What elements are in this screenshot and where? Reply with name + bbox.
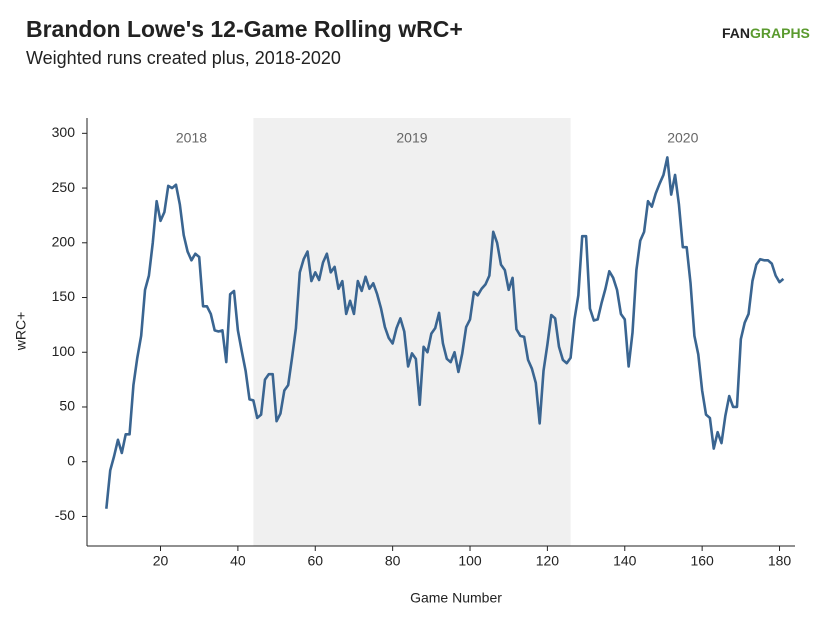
x-axis-label: Game Number xyxy=(410,590,502,606)
logo-part: FAN xyxy=(722,25,750,41)
x-tick-label: 60 xyxy=(307,553,323,569)
season-label: 2018 xyxy=(176,130,207,146)
x-tick-label: 20 xyxy=(153,553,169,569)
y-tick-label: 250 xyxy=(52,179,76,195)
y-tick-label: 0 xyxy=(67,452,75,468)
x-tick-label: 120 xyxy=(536,553,560,569)
y-tick-label: 200 xyxy=(52,233,76,249)
y-tick-label: 50 xyxy=(59,398,75,414)
x-tick-label: 80 xyxy=(385,553,401,569)
data-line xyxy=(105,156,785,509)
season-shade xyxy=(253,118,571,546)
chart-title: Brandon Lowe's 12-Game Rolling wRC+ xyxy=(26,16,463,42)
x-tick-label: 140 xyxy=(613,553,637,569)
logo-part: GRAPHS xyxy=(750,25,810,41)
x-tick-label: 40 xyxy=(230,553,246,569)
x-tick-label: 160 xyxy=(690,553,714,569)
logo: FANGRAPHS xyxy=(722,25,810,41)
y-tick-label: -50 xyxy=(55,507,75,523)
season-label: 2020 xyxy=(667,130,698,146)
x-tick-label: 180 xyxy=(768,553,792,569)
chart-subtitle: Weighted runs created plus, 2018-2020 xyxy=(26,48,341,68)
x-tick-label: 100 xyxy=(458,553,482,569)
season-label: 2019 xyxy=(396,130,427,146)
y-tick-label: 100 xyxy=(52,343,76,359)
y-tick-label: 300 xyxy=(52,124,76,140)
y-tick-label: 150 xyxy=(52,288,76,304)
y-axis-label: wRC+ xyxy=(13,312,29,352)
